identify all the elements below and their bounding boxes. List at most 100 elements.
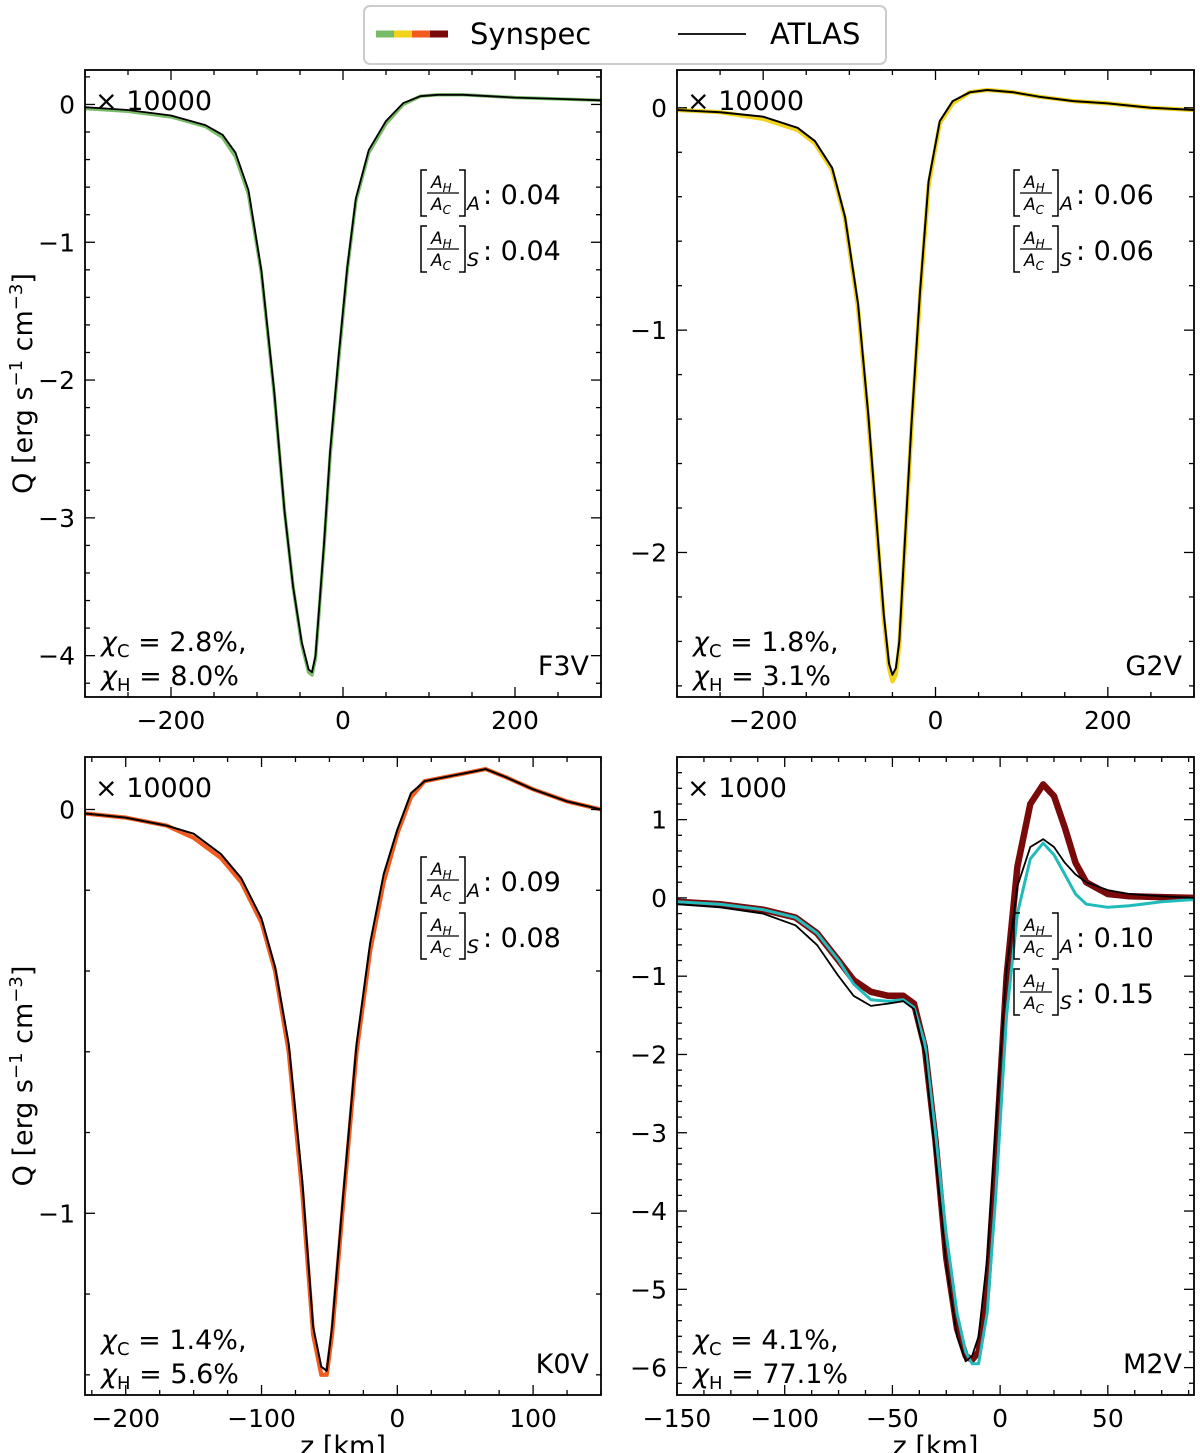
- atlas-series-line: [85, 768, 601, 1372]
- x-tick-label: 0: [389, 1404, 405, 1433]
- chi-c-annotation: χC = 1.4%,: [99, 1325, 247, 1360]
- chi-c-annotation: χC = 4.1%,: [691, 1325, 839, 1360]
- atlas-series-line: [677, 89, 1194, 676]
- synspec-series-line: [677, 87, 1194, 684]
- chi-h-annotation: χH = 8.0%: [99, 661, 239, 696]
- atlas-legend-label: ATLAS: [770, 17, 860, 51]
- svg-text:: 0.10: : 0.10: [1076, 923, 1154, 954]
- x-axis-label: z [km]: [893, 1431, 979, 1453]
- svg-text:AH: AH: [1023, 972, 1045, 994]
- axes-frame: [84, 756, 602, 1396]
- svg-text:A: A: [465, 880, 480, 902]
- x-tick-label: 200: [1084, 706, 1132, 735]
- svg-text:AC: AC: [1023, 938, 1045, 960]
- synspec-legend-label: Synspec: [470, 17, 591, 51]
- chi-c-annotation: χC = 2.8%,: [99, 627, 247, 662]
- svg-text:AH: AH: [430, 916, 452, 938]
- y-tick-label: −2: [38, 366, 75, 395]
- svg-text:A: A: [1058, 936, 1073, 958]
- svg-text:: 0.06: : 0.06: [1076, 236, 1154, 267]
- chi-c-annotation: χC = 1.8%,: [691, 627, 839, 662]
- x-tick-label: −50: [866, 1404, 919, 1433]
- y-tick-label: −1: [38, 228, 75, 257]
- legend-frame: [363, 5, 887, 65]
- y-tick-label: −4: [38, 642, 75, 671]
- svg-text:AH: AH: [430, 860, 452, 882]
- svg-text:A: A: [1058, 193, 1073, 215]
- x-tick-label: 0: [992, 1404, 1008, 1433]
- svg-text:AC: AC: [1023, 994, 1045, 1016]
- star-type-label: F3V: [538, 651, 590, 682]
- y-tick-label: −6: [630, 1354, 667, 1383]
- svg-text:AH: AH: [1023, 229, 1045, 251]
- x-tick-label: 0: [335, 706, 351, 735]
- x-tick-label: 50: [1092, 1404, 1124, 1433]
- svg-text:S: S: [467, 249, 479, 271]
- atlas-series-line: [677, 838, 1194, 1363]
- x-tick-label: −150: [643, 1404, 712, 1433]
- svg-text:AC: AC: [430, 882, 452, 904]
- y-tick-label: 0: [59, 795, 75, 824]
- svg-text:: 0.06: : 0.06: [1076, 180, 1154, 211]
- y-tick-label: −4: [630, 1197, 667, 1226]
- chi-h-annotation: χH = 77.1%: [691, 1359, 848, 1394]
- svg-text:AH: AH: [430, 229, 452, 251]
- y-tick-label: −1: [38, 1199, 75, 1228]
- svg-text:AC: AC: [1023, 251, 1045, 273]
- svg-text:AH: AH: [1023, 916, 1045, 938]
- star-type-label: M2V: [1123, 1349, 1182, 1380]
- y-tick-label: −1: [630, 316, 667, 345]
- y-tick-label: 0: [59, 90, 75, 119]
- series-group: [85, 93, 601, 677]
- x-tick-label: −200: [91, 1404, 160, 1433]
- series-group: [677, 87, 1194, 684]
- y-tick-label: 0: [651, 884, 667, 913]
- svg-text:AC: AC: [1023, 195, 1045, 217]
- star-type-label: K0V: [536, 1349, 590, 1380]
- x-tick-label: 100: [509, 1404, 557, 1433]
- y-tick-label: 1: [651, 806, 667, 835]
- scale-factor-label: × 10000: [95, 773, 212, 804]
- svg-text:S: S: [1060, 249, 1072, 271]
- svg-text:: 0.09: : 0.09: [483, 867, 561, 898]
- axes-frame: [676, 69, 1195, 698]
- y-tick-label: −3: [38, 504, 75, 533]
- chi-h-annotation: χH = 3.1%: [691, 661, 831, 696]
- y-axis-label: Q [erg s−1 cm−3]: [6, 966, 39, 1187]
- x-tick-label: −100: [750, 1404, 819, 1433]
- star-type-label: G2V: [1125, 651, 1182, 682]
- y-tick-label: 0: [651, 94, 667, 123]
- axes-frame: [676, 756, 1195, 1396]
- x-tick-label: −200: [137, 706, 206, 735]
- svg-text:AH: AH: [430, 173, 452, 195]
- svg-text:S: S: [1060, 992, 1072, 1014]
- y-tick-label: −5: [630, 1275, 667, 1304]
- axes-frame: [84, 69, 602, 698]
- svg-text:S: S: [467, 936, 479, 958]
- svg-text:: 0.04: : 0.04: [483, 180, 561, 211]
- extra-series-line: [677, 841, 1194, 1366]
- y-tick-label: −3: [630, 1119, 667, 1148]
- svg-text:: 0.08: : 0.08: [483, 923, 561, 954]
- svg-text:A: A: [465, 193, 480, 215]
- scale-factor-label: × 10000: [687, 86, 804, 117]
- synspec-series-line: [677, 781, 1194, 1364]
- svg-text:AC: AC: [430, 195, 452, 217]
- x-tick-label: 200: [491, 706, 539, 735]
- chi-h-annotation: χH = 5.6%: [99, 1359, 239, 1394]
- scale-factor-label: × 1000: [687, 773, 787, 804]
- svg-text:AH: AH: [1023, 173, 1045, 195]
- x-tick-label: −200: [729, 706, 798, 735]
- series-group: [85, 767, 601, 1377]
